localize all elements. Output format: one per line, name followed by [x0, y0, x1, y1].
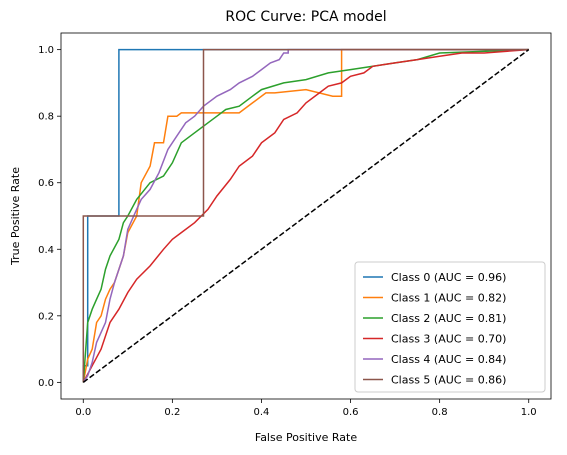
legend-label-class-5: Class 5 (AUC = 0.86) — [391, 374, 506, 387]
legend-label-class-2: Class 2 (AUC = 0.81) — [391, 312, 506, 325]
x-tick-label: 0.2 — [164, 407, 180, 418]
legend-box — [354, 261, 546, 393]
plot-frame — [60, 32, 552, 400]
x-tick-label: 0.4 — [254, 407, 270, 418]
y-tick-label: 1.0 — [38, 45, 54, 56]
chart-title: ROC Curve: PCA model — [225, 9, 386, 25]
roc-curves — [82, 48, 529, 383]
y-axis-label: True Positive Rate — [9, 167, 22, 266]
legend-label-class-1: Class 1 (AUC = 0.82) — [391, 292, 506, 305]
roc-curve-class-3 — [82, 48, 529, 383]
roc-curve-class-4 — [82, 48, 529, 383]
legend-label-class-3: Class 3 (AUC = 0.70) — [391, 333, 506, 346]
y-tick-label: 0.4 — [38, 245, 54, 256]
chance-diagonal-line — [82, 49, 530, 383]
y-tick-label: 0.0 — [38, 378, 54, 389]
legend-label-class-0: Class 0 (AUC = 0.96) — [391, 271, 506, 284]
x-axis-label: False Positive Rate — [255, 431, 357, 444]
legend: Class 0 (AUC = 0.96) Class 1 (AUC = 0.82)… — [354, 261, 546, 393]
roc-curve-class-1 — [82, 48, 529, 383]
x-tick-label: 0.8 — [432, 407, 448, 418]
legend-items: Class 0 (AUC = 0.96) Class 1 (AUC = 0.82)… — [363, 271, 506, 387]
x-axis-ticks: 0.0 0.2 0.4 0.6 0.8 1.0 — [75, 399, 537, 418]
plot-area — [60, 32, 552, 400]
x-tick-label: 1.0 — [521, 407, 537, 418]
roc-curve-class-2 — [82, 48, 529, 383]
y-tick-label: 0.6 — [38, 178, 54, 189]
y-tick-label: 0.8 — [38, 112, 54, 123]
y-axis-ticks: 0.0 0.2 0.4 0.6 0.8 1.0 — [38, 45, 61, 389]
roc-curve-class-5 — [82, 48, 529, 383]
y-tick-label: 0.2 — [38, 311, 54, 322]
x-tick-label: 0.6 — [343, 407, 359, 418]
legend-label-class-4: Class 4 (AUC = 0.84) — [391, 353, 506, 366]
x-tick-label: 0.0 — [75, 407, 91, 418]
